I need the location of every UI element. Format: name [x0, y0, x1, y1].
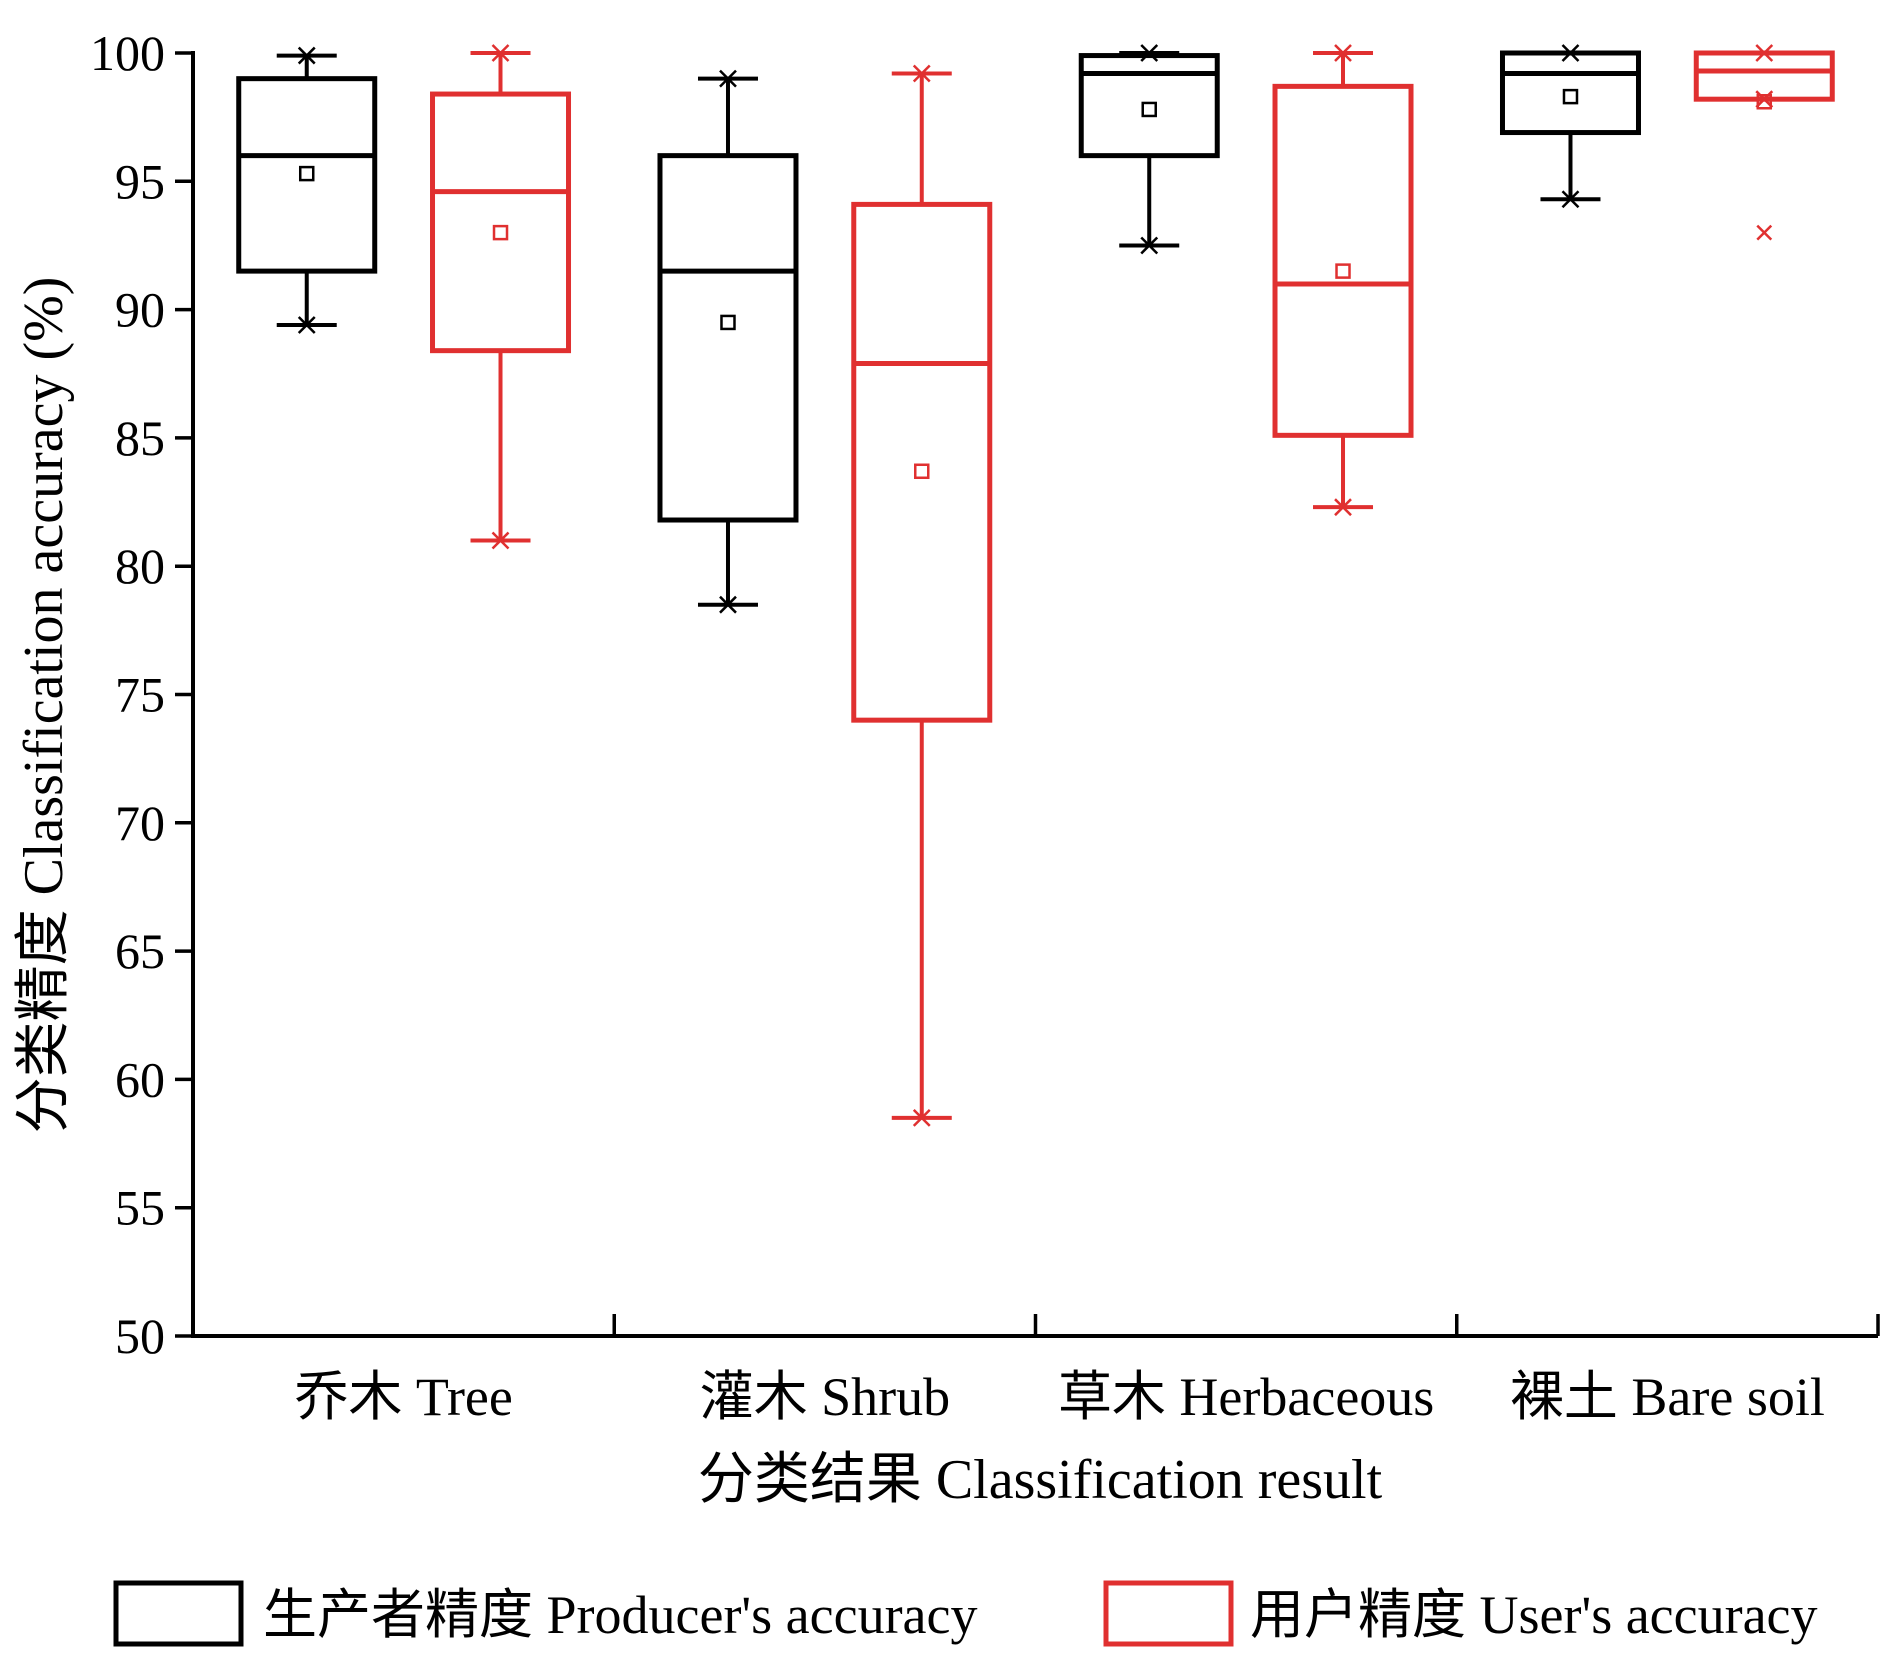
y-tick-label: 95 [115, 153, 165, 209]
y-tick-label: 55 [115, 1180, 165, 1236]
max-marker-0-0 [297, 46, 316, 65]
box-0-1 [657, 76, 799, 607]
iqr-box [1499, 50, 1641, 136]
max-marker-1-3-b [1755, 44, 1774, 62]
max-marker-1-0-b [491, 44, 510, 62]
iqr-box [657, 153, 799, 523]
mean-marker [1562, 88, 1579, 105]
min-marker-1-0-b [491, 531, 510, 550]
max-marker-1-2 [1334, 44, 1352, 62]
box-1-1 [851, 71, 993, 1120]
iqr-box [236, 76, 378, 274]
mean-marker [492, 224, 509, 241]
x-tick-label: 裸土 Bare soil [1510, 1367, 1825, 1427]
axes: 50 55 60 65 70 75 80 85 90 95 100 乔木 Tree 灌木 Shrub 草木… [90, 25, 1880, 1427]
mean-marker [720, 314, 736, 331]
x-tick-label: 草木 Herbaceous [1058, 1367, 1434, 1427]
y-tick-label: 100 [90, 25, 165, 81]
x-axis-title: 分类结果 Classification result [698, 1449, 1383, 1511]
min-marker-1-3 [1755, 90, 1774, 109]
max-marker-1-0 [491, 44, 510, 62]
mean-marker [1335, 263, 1351, 279]
box-1-0 [430, 51, 572, 543]
min-marker-0-2 [1140, 236, 1159, 255]
min-marker-0-0-b [297, 316, 316, 334]
min-marker-1-2-b [1334, 498, 1352, 517]
min-marker-0-0 [297, 316, 316, 334]
y-tick-label: 60 [115, 1051, 165, 1107]
legend-swatch-user [1103, 1580, 1234, 1647]
y-tick-label: 70 [115, 795, 165, 851]
mean-marker [914, 463, 930, 480]
legend-label-producer: 生产者精度 Producer's accuracy [263, 1585, 978, 1645]
box-0-0 [236, 53, 378, 327]
mean-marker [1756, 94, 1773, 110]
y-tick-label: 85 [115, 410, 165, 466]
max-marker-0-3 [1561, 44, 1580, 62]
iqr-box [1078, 53, 1220, 159]
y-tick-label: 75 [115, 667, 165, 723]
plot-marks [236, 44, 1835, 1127]
mean-marker [1141, 101, 1157, 118]
iqr-box [1693, 50, 1835, 102]
mean-marker [298, 165, 315, 182]
y-tick-label: 50 [115, 1308, 165, 1364]
max-marker-0-2 [1140, 44, 1159, 62]
y-axis-title: 分类精度 Classification accuracy (%) [13, 277, 75, 1134]
min-marker-0-3 [1561, 190, 1580, 209]
legend-swatch-producer [113, 1580, 244, 1647]
max-marker-1-1 [912, 64, 931, 83]
max-marker-0-1-b [719, 69, 737, 88]
max-marker-0-2-b [1140, 44, 1159, 62]
min-marker-1-1 [912, 1109, 931, 1127]
max-marker-1-2-b [1334, 44, 1352, 62]
x-tick-label: 灌木 Shrub [700, 1367, 951, 1427]
iqr-box [1272, 83, 1414, 438]
box-1-2 [1272, 51, 1414, 510]
x-tick-label: 乔木 Tree [294, 1367, 513, 1427]
min-marker-0-1 [719, 595, 737, 614]
legend: 生产者精度 Producer's accuracy 用户精度 User's ac… [113, 1580, 1818, 1647]
box-0-3 [1499, 50, 1641, 202]
y-tick-label: 80 [115, 538, 165, 594]
iqr-box [430, 91, 572, 354]
min-marker-1-3-b [1755, 90, 1774, 109]
outlier-1-3-0-b [1756, 224, 1773, 241]
y-tick-label: 90 [115, 282, 165, 338]
max-marker-0-1 [719, 69, 737, 88]
min-marker-0-3-b [1561, 190, 1580, 209]
min-marker-1-1-b [912, 1109, 931, 1127]
iqr-box [851, 201, 993, 723]
min-marker-1-0 [491, 531, 510, 550]
max-marker-1-3 [1755, 44, 1774, 62]
max-marker-0-0-b [297, 46, 316, 65]
box-0-2 [1078, 51, 1220, 248]
y-tick-label: 65 [115, 923, 165, 979]
outlier-1-3-0 [1756, 224, 1773, 241]
min-marker-0-2-b [1140, 236, 1159, 255]
max-marker-1-1-b [912, 64, 931, 83]
min-marker-1-2 [1334, 498, 1352, 517]
min-marker-0-1-b [719, 595, 737, 614]
max-marker-0-3-b [1561, 44, 1580, 62]
legend-label-user: 用户精度 User's accuracy [1250, 1585, 1818, 1645]
